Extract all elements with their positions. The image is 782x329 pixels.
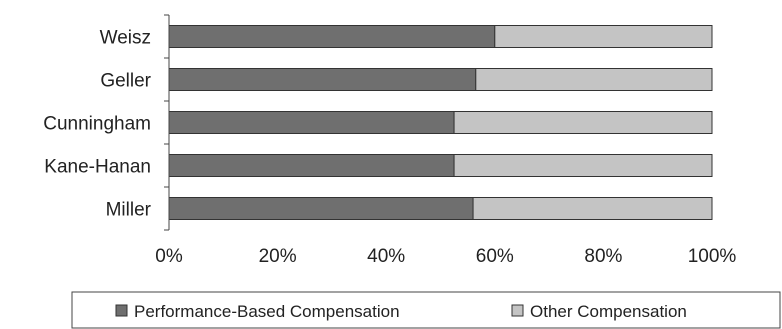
bar-cunningham-series-2	[453, 111, 713, 134]
legend-box	[71, 291, 781, 329]
x-tick-labels: 0% 20% 40% 60% 80% 100%	[155, 246, 736, 267]
bar-geller-series-2	[475, 68, 713, 91]
y-axis-ticks	[164, 14, 169, 231]
bar-weisz-series-2	[494, 25, 713, 48]
legend-swatch-series-1	[115, 304, 128, 317]
x-tick-label: 20%	[259, 246, 297, 267]
category-label: Kane-Hanan	[44, 157, 151, 178]
x-tick-label: 60%	[476, 246, 514, 267]
x-tick-label: 40%	[367, 246, 405, 267]
bar-weisz-series-1	[168, 25, 496, 48]
category-label: Cunningham	[43, 114, 151, 135]
legend-swatch-series-2	[511, 304, 524, 317]
bar-kane-hanan-series-2	[453, 154, 713, 177]
x-tick-label: 80%	[584, 246, 622, 267]
bar-cunningham-series-1	[168, 111, 455, 134]
bar-kane-hanan-series-1	[168, 154, 455, 177]
plot-bars	[168, 25, 713, 220]
bar-geller-series-1	[168, 68, 477, 91]
category-label: Geller	[100, 71, 151, 92]
category-label: Weisz	[100, 28, 151, 49]
x-tick-label: 100%	[688, 246, 737, 267]
legend: Performance-Based Compensation Other Com…	[71, 291, 781, 329]
category-labels: Weisz Geller Cunningham Kane-Hanan Miller	[43, 28, 151, 221]
category-label: Miller	[106, 200, 152, 221]
bar-miller-series-1	[168, 197, 474, 220]
bar-miller-series-2	[472, 197, 713, 220]
legend-label-series-1: Performance-Based Compensation	[134, 302, 400, 321]
x-tick-label: 0%	[155, 246, 183, 267]
legend-label-series-2: Other Compensation	[530, 302, 687, 321]
